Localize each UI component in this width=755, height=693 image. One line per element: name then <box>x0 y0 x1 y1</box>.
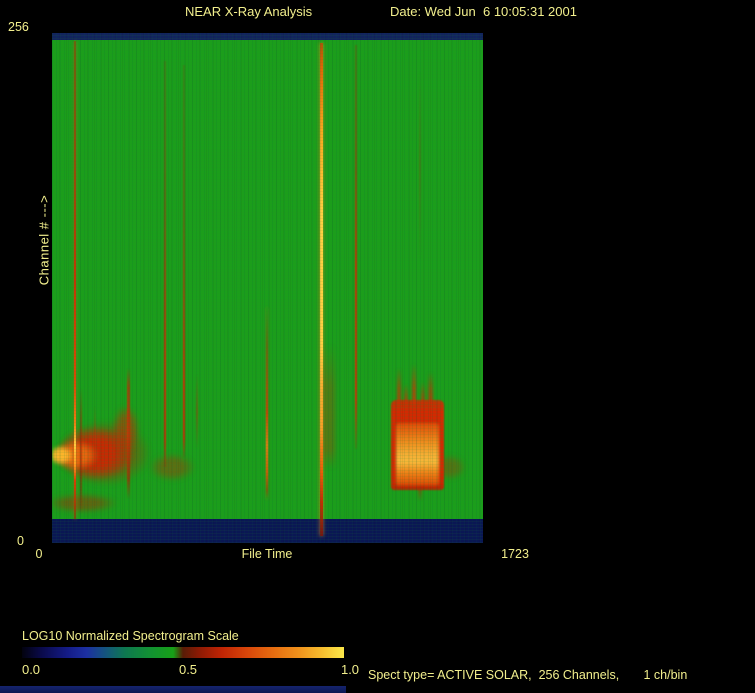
blob2-drip <box>418 487 423 502</box>
streak-t452 <box>163 60 167 468</box>
spect-type-line: Spect type= ACTIVE SOLAR, 256 Channels, … <box>368 668 688 682</box>
streak-t860 <box>265 307 269 500</box>
colorbar-tick-mid: 0.5 <box>178 662 198 677</box>
bottom-band <box>52 518 483 543</box>
streak-t92 <box>74 40 76 520</box>
top-band <box>52 33 483 40</box>
x-axis-max-tick: 1723 <box>501 547 529 561</box>
streak-t1076 <box>319 42 323 537</box>
streak-t116 <box>80 387 83 514</box>
blob2-spike-1 <box>397 367 402 404</box>
y-axis-title: Channel # ---> <box>36 194 52 286</box>
date-label: Date: Wed Jun 6 10:05:31 2001 <box>390 4 577 19</box>
colorbar-tick-min: 0.0 <box>21 662 41 677</box>
blob2-core <box>396 423 439 487</box>
spectrogram-plot <box>52 33 483 543</box>
y-axis-min-tick: 0 <box>17 534 24 548</box>
colorbar-gradient <box>22 647 344 658</box>
streak-t580 <box>196 373 199 450</box>
y-axis-max-tick: 256 <box>8 20 29 34</box>
streak-t1076-haze <box>321 343 335 470</box>
x-axis-min-tick: 0 <box>35 547 43 561</box>
blob2-spike-2 <box>404 383 409 404</box>
blob2-spike-5 <box>428 371 434 404</box>
streak-t528 <box>182 64 186 458</box>
streak-t172 <box>94 405 97 478</box>
streak-t1472-faint <box>419 70 421 261</box>
streak-t1216 <box>355 44 358 450</box>
x-axis-title: File Time <box>241 547 293 561</box>
bottom-color-strip <box>0 686 346 693</box>
colorbar-tick-max: 1.0 <box>340 662 360 677</box>
blob2-spike-3 <box>412 363 417 404</box>
page-title: NEAR X-Ray Analysis <box>185 4 313 19</box>
blob2-spike-4 <box>420 381 425 404</box>
colorbar-title: LOG10 Normalized Spectrogram Scale <box>22 629 239 643</box>
streak-t304 <box>126 367 130 500</box>
plot-canvas <box>52 33 483 543</box>
